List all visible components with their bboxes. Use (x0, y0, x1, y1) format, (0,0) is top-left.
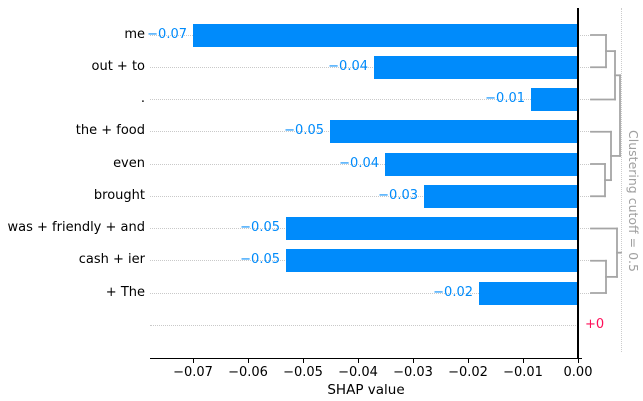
value-label: +0 (585, 316, 605, 332)
row-gridline (150, 195, 591, 197)
clustering-cutoff-line (621, 8, 622, 352)
x-tick-label: −0.07 (173, 365, 213, 380)
x-tick-label: −0.01 (503, 365, 543, 380)
clustering-dendrogram (590, 34, 622, 294)
row-gridline (150, 292, 591, 294)
x-tick-label: −0.06 (228, 365, 268, 380)
x-tick-mark (303, 359, 305, 363)
value-label: −0.07 (147, 26, 187, 42)
feature-label: out + to (91, 58, 146, 74)
shap-bar (479, 281, 578, 305)
shap-bar (286, 249, 578, 273)
zero-line (577, 8, 579, 358)
x-tick-label: −0.05 (283, 365, 323, 380)
x-tick-mark (193, 359, 195, 363)
x-tick-mark (248, 359, 250, 363)
feature-label: was + friendly + and (7, 220, 145, 235)
row-gridline (150, 99, 591, 100)
feature-label: me (124, 26, 145, 42)
shap-bar (374, 55, 578, 79)
x-axis-line (150, 358, 582, 360)
shap-bar (424, 184, 578, 208)
feature-label: even (113, 155, 145, 171)
x-tick-mark (413, 359, 415, 363)
feature-label: cash + ier (78, 252, 145, 268)
x-tick-label: 0.00 (563, 365, 593, 380)
x-tick-mark (523, 359, 525, 363)
value-label: −0.01 (485, 91, 525, 106)
x-tick-label: −0.03 (393, 365, 433, 380)
row-gridline (150, 163, 591, 165)
shap-bar (193, 23, 578, 47)
x-tick-label: −0.02 (448, 365, 488, 380)
row-gridline (150, 66, 591, 68)
feature-label: brought (93, 187, 145, 203)
value-label: −0.05 (240, 220, 280, 235)
feature-label: . (140, 91, 145, 106)
value-label: −0.03 (378, 187, 418, 203)
clustering-cutoff-label: Clustering cutoff = 0.5 (626, 130, 641, 272)
feature-label: + The (105, 284, 145, 300)
x-tick-mark (468, 359, 470, 363)
shap-bar (286, 217, 578, 240)
value-label: −0.02 (433, 284, 473, 300)
x-tick-label: −0.04 (338, 365, 378, 380)
shap-bar (330, 120, 578, 144)
shap-bar (385, 152, 578, 176)
feature-label: the + food (75, 123, 145, 139)
value-label: −0.04 (328, 58, 368, 74)
row-gridline (150, 324, 578, 326)
x-axis-title: SHAP value (327, 382, 405, 398)
x-tick-mark (358, 359, 360, 363)
value-label: −0.04 (339, 155, 379, 171)
shap-bar (531, 88, 578, 111)
value-label: −0.05 (240, 252, 280, 268)
x-tick-mark (578, 359, 580, 363)
value-label: −0.05 (284, 123, 324, 139)
